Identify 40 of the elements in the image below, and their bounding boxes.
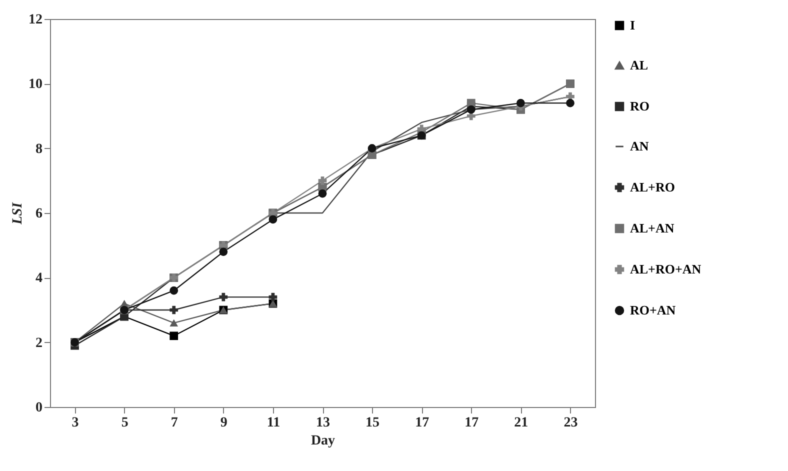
point [219, 248, 228, 256]
y-tick-label: 8 [36, 142, 42, 157]
x-tick-label: 17 [464, 416, 479, 430]
x-tick-label: 3 [72, 416, 79, 430]
point [516, 98, 525, 108]
x-tick-label: 21 [514, 416, 528, 430]
point [170, 319, 178, 327]
legend-label: I [630, 18, 636, 32]
y-tick-label: 2 [36, 336, 42, 351]
y-tick-label: 0 [36, 400, 42, 416]
legend-label: AL+RO+AN [630, 262, 702, 276]
point [170, 306, 178, 314]
point [219, 292, 228, 302]
point [318, 176, 327, 185]
x-axis-title: Day [310, 434, 336, 448]
x-tick-label: 13 [316, 416, 330, 430]
x-tick-label: 23 [564, 416, 578, 430]
legend-label: AL [630, 58, 648, 72]
legend-label: RO+AN [630, 302, 676, 318]
y-tick-label: 10 [28, 77, 42, 92]
y-tick-label: 12 [28, 12, 42, 28]
y-tick-label: 4 [36, 271, 42, 286]
legend-label: RO [630, 98, 650, 114]
point [170, 332, 178, 340]
point [318, 189, 327, 198]
point [170, 286, 178, 295]
y-axis-title: LSI [10, 202, 26, 226]
x-tick-label: 7 [170, 416, 178, 430]
legend-label: AL+AN [630, 220, 675, 236]
point [566, 98, 574, 108]
x-tick-label: 5 [121, 416, 128, 430]
x-tick-label: 17 [415, 416, 430, 430]
point [466, 105, 476, 114]
x-tick-label: 9 [220, 416, 228, 430]
legend-label: AL+RO [630, 180, 675, 194]
point [268, 215, 278, 224]
y-tick-label: 6 [36, 206, 42, 222]
legend-label: AN [630, 138, 650, 154]
x-tick-label: 15 [366, 416, 380, 430]
x-tick-label: 11 [266, 416, 280, 430]
